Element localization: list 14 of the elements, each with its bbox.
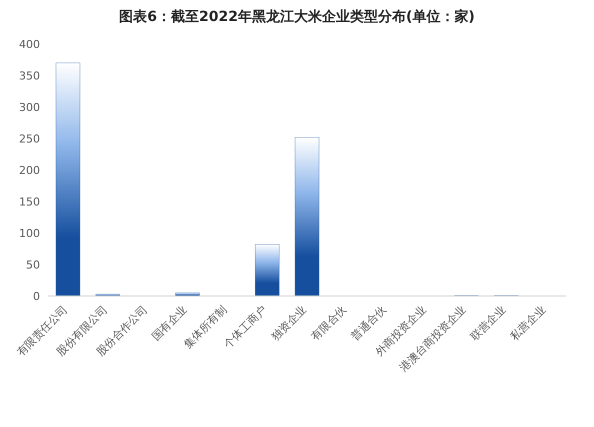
chart-title: 图表6：截至2022年黑龙江大米企业类型分布(单位：家) [118, 8, 476, 26]
y-tick-label: 350 [19, 69, 40, 82]
y-tick-label: 250 [19, 132, 40, 146]
y-tick-label: 50 [26, 258, 40, 272]
y-tick-label: 200 [19, 164, 40, 177]
y-tick-label: 300 [19, 100, 40, 114]
x-tick-label: 独资企业 [268, 302, 310, 344]
x-tick-label: 私营企业 [508, 302, 548, 344]
x-tick-label: 联营企业 [468, 302, 508, 344]
y-tick-label: 400 [19, 38, 40, 51]
y-tick-label: 0 [33, 290, 40, 303]
y-tick-label: 150 [19, 195, 40, 208]
x-tick-label: 有限合伙 [308, 302, 349, 344]
y-tick-label: 100 [19, 226, 40, 240]
